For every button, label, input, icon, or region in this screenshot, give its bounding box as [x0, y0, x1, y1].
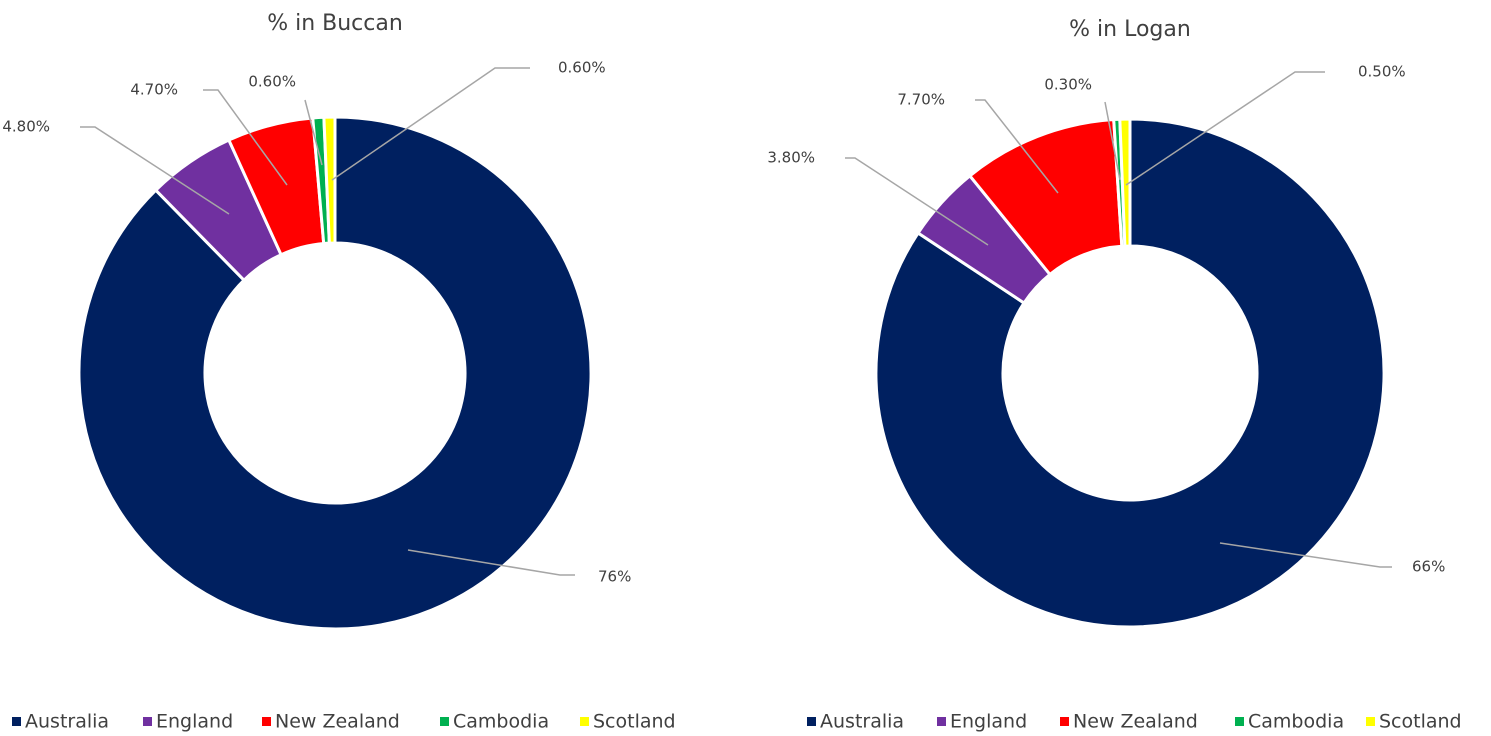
legend-label: England — [156, 711, 233, 733]
leader-line — [80, 126, 230, 215]
data-label: 7.70% — [897, 91, 945, 109]
legend-label: Scotland — [1379, 711, 1462, 733]
leader-line — [845, 157, 989, 246]
data-label: 3.80% — [767, 149, 815, 167]
data-label: 0.60% — [558, 59, 606, 77]
leader-line — [1219, 542, 1392, 568]
data-label: 0.50% — [1358, 63, 1406, 81]
legend-label: New Zealand — [275, 711, 400, 733]
chart-title: % in Logan — [1069, 17, 1191, 42]
legend-swatch — [143, 717, 152, 726]
data-label: 66% — [1412, 558, 1445, 576]
chart-title: % in Buccan — [267, 11, 403, 36]
leader-line — [203, 89, 288, 186]
legend-swatch — [1366, 717, 1375, 726]
legend-label: Scotland — [593, 711, 676, 733]
donut-slice — [874, 117, 1386, 629]
donut-slice — [322, 115, 337, 245]
leader-line — [304, 99, 323, 166]
legend-swatch — [1060, 717, 1069, 726]
legend-swatch — [12, 717, 21, 726]
donut-slice — [77, 115, 593, 631]
leader-line — [407, 549, 575, 576]
legend-label: Australia — [25, 711, 109, 733]
leader-line — [1125, 71, 1325, 186]
data-label: 0.60% — [248, 73, 296, 91]
legend-swatch — [1235, 717, 1244, 726]
legend-swatch — [807, 717, 816, 726]
legend-label: Australia — [820, 711, 904, 733]
legend-label: New Zealand — [1073, 711, 1198, 733]
legend-swatch — [440, 717, 449, 726]
leader-line — [975, 99, 1059, 194]
data-label: 4.70% — [130, 81, 178, 99]
legend-label: Cambodia — [453, 711, 549, 733]
legend-swatch — [937, 717, 946, 726]
leader-line — [331, 67, 530, 181]
data-label: 0.30% — [1044, 76, 1092, 94]
leader-line — [1104, 101, 1121, 181]
legend-label: Cambodia — [1248, 711, 1344, 733]
data-label: 76% — [598, 568, 631, 586]
donut-slice — [1118, 117, 1132, 248]
legend-label: England — [950, 711, 1027, 733]
legend-swatch — [580, 717, 589, 726]
data-label: 4.80% — [2, 118, 50, 136]
legend-swatch — [262, 717, 271, 726]
